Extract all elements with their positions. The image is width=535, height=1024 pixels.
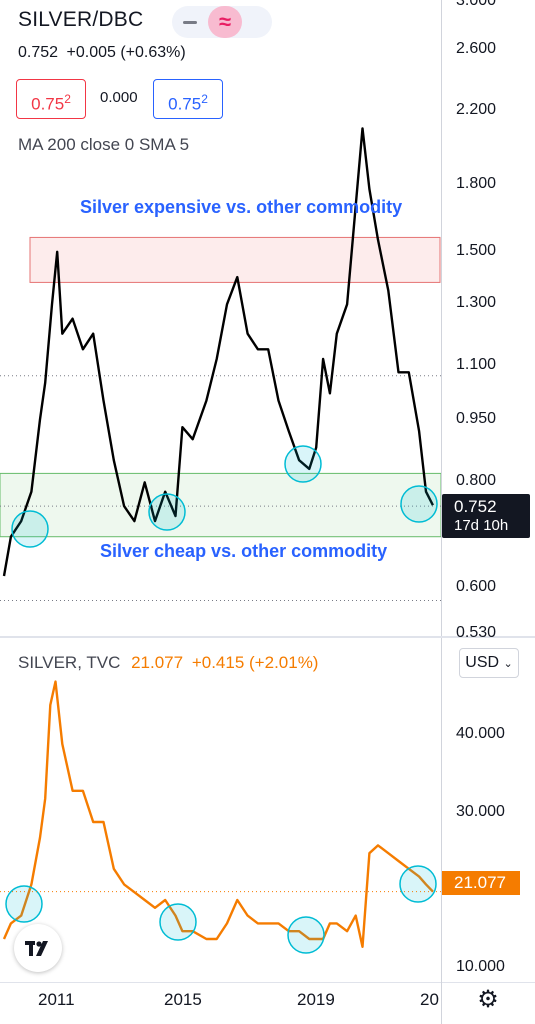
x-tick: 20 [420,990,439,1009]
currency-value: USD [465,654,500,671]
highlight-circle [148,493,186,531]
ratio-tick: 1.500 [456,242,497,259]
silver-tick: 30.000 [456,803,505,820]
buy-price: 0.75 [168,94,202,114]
currency-select[interactable]: USD ⌄ [459,648,519,678]
last-price: 0.752 [18,44,59,61]
chart-style-toggle[interactable]: ≈ [172,6,272,38]
highlight-circle [159,903,197,941]
x-tick: 2015 [164,990,202,1009]
silver-symbol: SILVER, TVC [18,653,121,672]
tradingview-logo-icon[interactable] [14,924,62,972]
ratio-price-tag-value: 0.752 [454,497,497,516]
minus-icon[interactable] [180,12,200,32]
ratio-axis-divider [441,0,442,636]
expensive-zone [29,236,441,283]
highlight-circle [284,445,322,483]
ratio-tick: 2.200 [456,101,497,118]
annotation-cheap: Silver cheap vs. other commodity [100,541,388,561]
ratio-tick: 2.600 [456,40,497,57]
indicator-legend[interactable]: MA 200 close 0 SMA 5 [18,135,190,154]
sell-price-pip: 2 [64,92,71,106]
sell-button[interactable]: 0.752 [16,79,86,119]
time-axis-border [0,982,535,983]
silver-price-tag: 21.077 [442,871,520,895]
highlight-circle [287,916,325,954]
highlight-circle [400,485,438,523]
silver-axis-divider [441,638,442,982]
ratio-tick: 0.800 [456,472,497,489]
silver-last: 21.077 [131,653,184,672]
ratio-tick: 0.950 [456,410,497,427]
spread-value: 0.000 [100,89,138,106]
pane-separator[interactable] [0,636,535,638]
silver-series-line [2,680,434,948]
silver-tick: 40.000 [456,725,505,742]
gear-icon[interactable]: ⚙ [477,986,499,1013]
sell-price: 0.75 [31,94,65,114]
x-tick: 2019 [297,990,335,1009]
ratio-pane [0,127,442,601]
highlight-circle [399,865,437,903]
quote-line: 0.752 +0.005 (+0.63%) [18,44,186,62]
ratio-price-tag: 0.752 17d 10h [442,494,530,538]
ratio-tick: 0.530 [456,624,497,641]
ratio-tick: 1.300 [456,294,497,311]
ratio-tick: 1.100 [456,356,497,373]
ratio-tick-top: 3.000 [456,0,497,9]
symbol-title[interactable]: SILVER/DBC [18,8,144,31]
silver-legend[interactable]: SILVER, TVC 21.077 +0.415 (+2.01%) [18,653,318,673]
buy-price-pip: 2 [201,92,208,106]
chevron-down-icon: ⌄ [503,658,513,670]
silver-tick: 10.000 [456,958,505,975]
silver-change: +0.415 (+2.01%) [191,653,319,672]
price-change: +0.005 (+0.63%) [66,44,186,61]
ratio-tick: 1.800 [456,175,497,192]
tradingview-logo-glyph [25,941,48,956]
x-tick: 2011 [38,990,75,1009]
annotation-expensive: Silver expensive vs. other commodity [80,197,403,217]
cheap-zone [0,472,442,538]
silver-pane [0,680,441,954]
ratio-tick: 0.600 [456,578,497,595]
time-axis-corner-divider [441,982,442,1024]
chart-style-toggle-icon[interactable]: ≈ [208,6,242,38]
bar-countdown: 17d 10h [454,517,509,534]
ratio-series-line [2,127,434,577]
buy-button[interactable]: 0.752 [153,79,223,119]
highlight-circle [11,510,49,548]
highlight-circle [5,885,43,923]
